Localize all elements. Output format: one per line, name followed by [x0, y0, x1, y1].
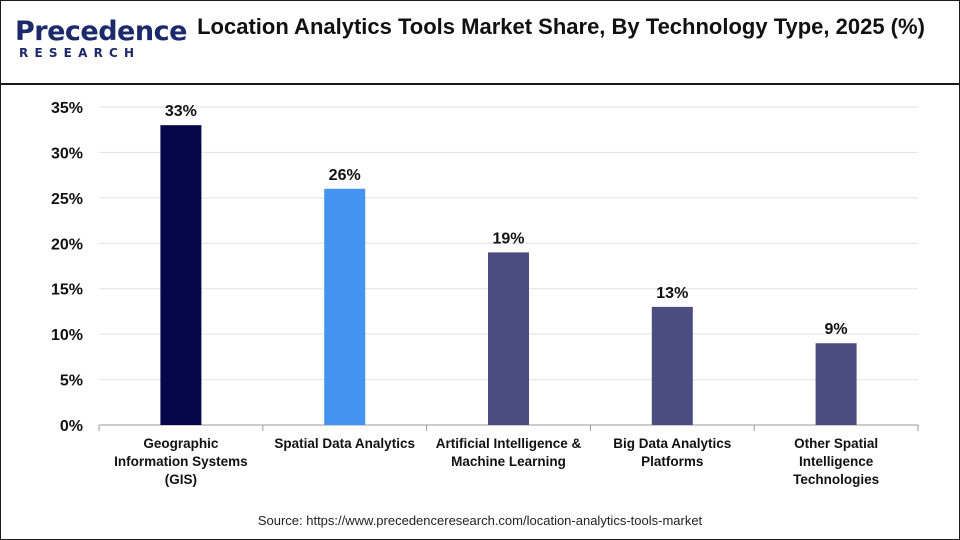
header: Precedence RESEARCH Location Analytics T… [1, 1, 959, 85]
y-tick-label: 35% [51, 100, 83, 117]
y-tick-label: 30% [51, 145, 83, 162]
precedence-research-logo: Precedence RESEARCH [15, 17, 187, 67]
source-note: Source: https://www.precedenceresearch.c… [257, 513, 703, 528]
category-label-line: Artificial Intelligence & [436, 436, 582, 451]
logo-wordmark: Precedence [15, 16, 187, 47]
category-label-line: Geographic [143, 436, 219, 451]
category-label-line: Other Spatial [794, 436, 878, 451]
category-label-line: Machine Learning [451, 454, 566, 469]
data-label: 26% [329, 167, 361, 184]
y-tick-label: 5% [60, 373, 83, 390]
bar [488, 252, 529, 425]
category-label-line: Spatial Data Analytics [274, 436, 415, 451]
bar [160, 125, 202, 426]
data-label: 33% [165, 103, 197, 120]
data-label: 19% [492, 230, 524, 247]
chart-title: Location Analytics Tools Market Share, B… [197, 14, 925, 39]
category-label-line: Big Data Analytics [613, 436, 731, 451]
category-label-line: Information Systems [114, 454, 248, 469]
data-label: 13% [656, 285, 688, 302]
y-tick-label: 15% [51, 282, 83, 299]
category-label-line: (GIS) [165, 472, 197, 487]
data-label: 9% [825, 321, 848, 338]
category-label: Artificial Intelligence & Machine Learnin… [436, 436, 582, 469]
bar [324, 188, 366, 425]
category-label: Other Spatial Intelligence Technologies [793, 436, 879, 487]
bar [815, 343, 857, 425]
y-tick-label: 25% [51, 191, 83, 208]
category-label-line: Platforms [641, 454, 703, 469]
category-label: Spatial Data Analytics [274, 436, 415, 451]
category-label: Big Data Analytics Platforms [613, 436, 731, 469]
logo-subtitle: RESEARCH [19, 46, 141, 60]
y-tick-label: 10% [51, 327, 83, 344]
category-label-line: Intelligence [799, 454, 874, 469]
y-tick-label: 20% [51, 236, 83, 253]
y-tick-label: 0% [60, 418, 83, 435]
category-label-line: Technologies [793, 472, 879, 487]
category-label: Geographic Information Systems (GIS) [114, 436, 248, 487]
bar [651, 306, 693, 425]
